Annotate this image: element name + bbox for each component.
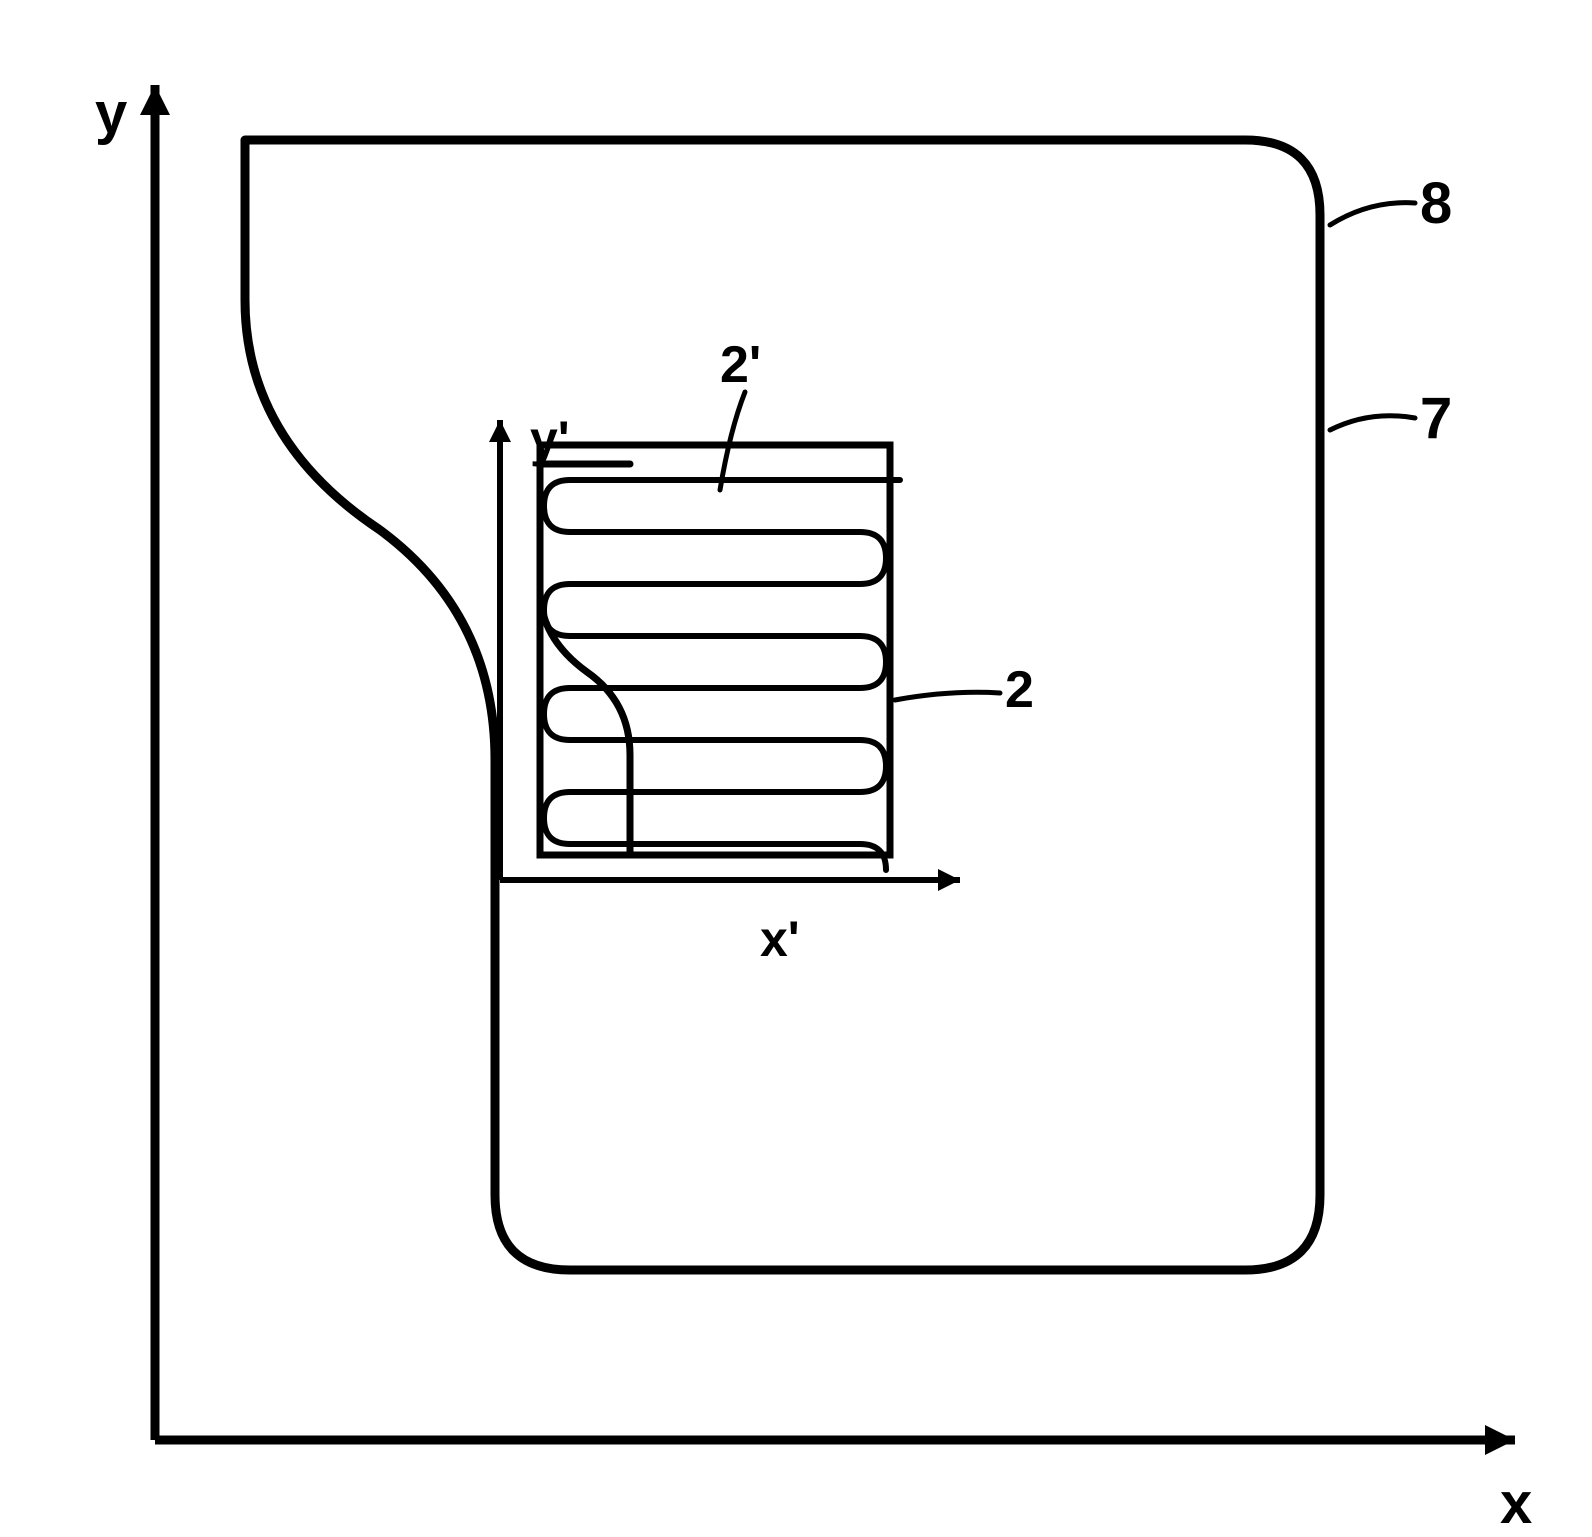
- diagram-svg: [0, 0, 1592, 1526]
- diagram-canvas: y x y' x' 8 7 2' 2: [0, 0, 1592, 1526]
- y-prime-axis-label: y': [530, 410, 570, 468]
- callout-7-label: 7: [1420, 385, 1452, 452]
- callout-2prime-label: 2': [720, 335, 761, 395]
- x-axis-label: x: [1500, 1470, 1532, 1537]
- callout-8-label: 8: [1420, 170, 1452, 237]
- y-axis-label: y: [95, 80, 127, 147]
- callout-2-label: 2: [1005, 660, 1034, 720]
- x-prime-axis-label: x': [760, 910, 800, 968]
